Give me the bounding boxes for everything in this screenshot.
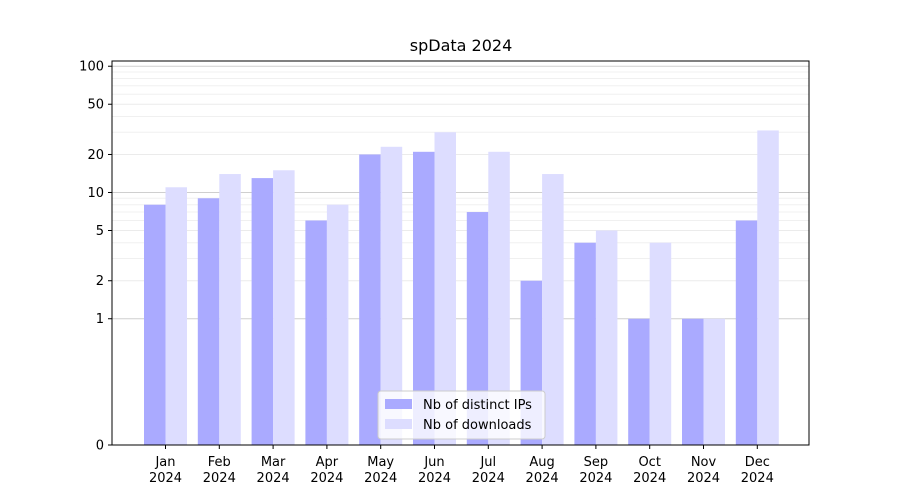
x-tick-label: Apr 2024: [310, 455, 343, 486]
bar-distinct-ips: [682, 318, 704, 445]
bar-downloads: [757, 130, 779, 445]
y-tick-label: 1: [96, 312, 104, 327]
bar-downloads: [649, 242, 672, 445]
x-tick-label: Jul 2024: [472, 455, 505, 486]
bar-distinct-ips: [735, 220, 758, 445]
bar-distinct-ips: [413, 151, 435, 445]
legend-label: Nb of distinct IPs: [423, 398, 532, 413]
bar-distinct-ips: [359, 154, 381, 445]
x-tick-label: Sep 2024: [579, 455, 612, 486]
x-tick-label: Dec 2024: [741, 455, 774, 486]
bar-downloads: [219, 174, 241, 445]
bar-downloads: [703, 318, 725, 445]
y-tick-label: 10: [87, 186, 104, 201]
x-tick-label: Nov 2024: [687, 455, 720, 486]
bar-distinct-ips: [305, 220, 327, 445]
bar-downloads: [380, 146, 403, 445]
bar-distinct-ips: [144, 204, 166, 445]
legend-box: [377, 390, 546, 440]
bar-distinct-ips: [251, 178, 274, 446]
bar-distinct-ips: [628, 318, 650, 445]
y-tick-label: 20: [87, 148, 104, 163]
y-tick-label: 100: [79, 60, 104, 75]
bar-distinct-ips: [197, 198, 220, 445]
chart-title: spData 2024: [410, 36, 513, 55]
legend-label: Nb of downloads: [423, 418, 532, 433]
bar-distinct-ips: [466, 212, 489, 445]
x-tick-label: Oct 2024: [633, 455, 666, 486]
y-tick-label: 5: [96, 224, 104, 239]
bar-downloads: [595, 230, 618, 445]
legend-swatch: [385, 399, 412, 409]
x-tick-label: May 2024: [364, 455, 397, 486]
bar-downloads: [273, 170, 295, 445]
plot-frame: [111, 60, 810, 446]
bar-distinct-ips: [574, 242, 596, 445]
y-tick-label: 50: [87, 98, 104, 113]
bars-layer: [144, 130, 779, 446]
y-axis: 0 1 2 5 10 20 50 100: [79, 60, 112, 454]
bar-downloads: [488, 151, 510, 445]
legend: Nb of distinct IPs Nb of downloads: [377, 390, 546, 440]
legend-swatch: [385, 419, 412, 429]
bar-downloads: [326, 204, 349, 445]
y-tick-label: 2: [96, 274, 104, 289]
x-axis: Jan 2024 Feb 2024 Mar 2024 Apr 2024 May 2024 Jun 20…: [149, 445, 774, 486]
y-tick-label: 0: [96, 439, 104, 454]
x-tick-label: Aug 2024: [526, 455, 559, 486]
x-tick-label: Feb 2024: [203, 455, 236, 486]
x-tick-label: Jun 2024: [418, 455, 451, 486]
bar-downloads: [165, 187, 187, 446]
x-tick-label: Mar 2024: [257, 455, 290, 486]
x-tick-label: Jan 2024: [149, 455, 182, 486]
bar-downloads: [542, 174, 564, 445]
bar-downloads: [434, 132, 456, 445]
